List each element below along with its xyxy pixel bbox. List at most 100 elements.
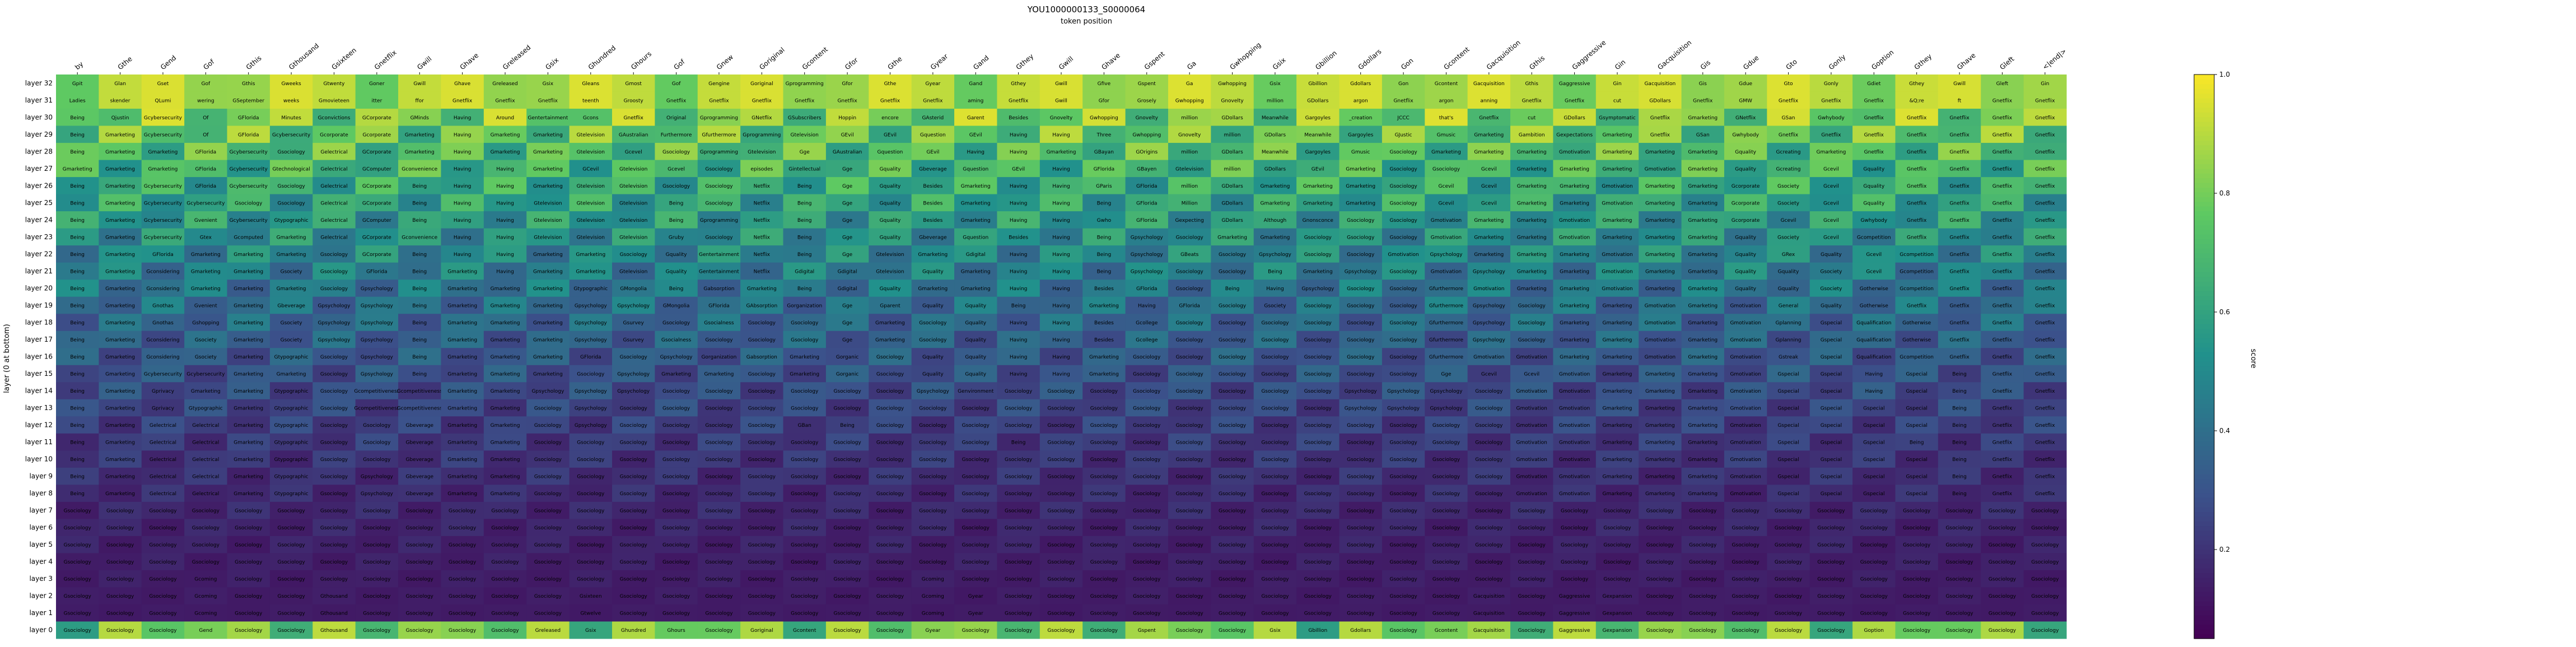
cell-label: Gsociology (1989, 525, 2017, 531)
cell-label: Gmarketing (1603, 406, 1632, 412)
cell-label: Gnetflix (1907, 218, 1927, 224)
cell-label: Having (1052, 320, 1070, 326)
colorbar-segment (2194, 168, 2214, 174)
cell-label: Gsociology (1219, 594, 1247, 599)
cell-label: Gnetflix (1693, 98, 1713, 104)
cell-label: Gthousand (320, 594, 348, 599)
heatmap-cell (227, 75, 270, 92)
y-tick-label: layer 21 (25, 267, 53, 275)
heatmap-cell (1981, 91, 2024, 109)
cell-label: itter (371, 98, 382, 104)
heatmap-cell (483, 194, 527, 212)
cell-label: Gsix (585, 628, 596, 634)
cell-label: cut (1613, 98, 1622, 104)
heatmap-cell (1168, 125, 1211, 143)
cell-label: ffor (416, 98, 424, 104)
cell-label: Having (1052, 184, 1070, 189)
cell-label: Gacquisition (1473, 81, 1505, 87)
cell-label: Ghundred (621, 628, 646, 634)
heatmap-cell (1639, 125, 1682, 143)
cell-label: Gmarketing (1047, 150, 1076, 155)
cell-label: Gsociology (1347, 457, 1375, 463)
cell-label: Gmarketing (1645, 491, 1675, 497)
cell-label: Being (412, 218, 427, 224)
cell-label: Gmotivation (1602, 286, 1632, 292)
heatmap-cell (1938, 228, 1981, 246)
cell-label: Gpsychology (1387, 406, 1420, 412)
heatmap-cell (1467, 160, 1511, 178)
cell-label: Gcevil (1481, 201, 1497, 206)
cell-label: Gtelevision (577, 150, 605, 155)
cell-label: Gtelevision (534, 235, 562, 240)
cell-label: Gsociology (1989, 543, 2017, 548)
cell-label: Being (1952, 457, 1967, 463)
cell-label: Gtypographic (573, 286, 608, 292)
cell-label: Gcorporate (1732, 184, 1760, 189)
cell-label: Gnetflix (1992, 166, 2013, 172)
heatmap-cell (911, 211, 955, 229)
cell-label: Gsociology (1005, 491, 1033, 497)
cell-label: Gsociology (1047, 406, 1075, 412)
heatmap-cell (441, 91, 484, 109)
cell-label: Gsociology (1389, 577, 1417, 583)
heatmap-cell (1938, 75, 1981, 92)
cell-label: Gsociology (1347, 423, 1375, 429)
cell-label: Gsociology (1389, 457, 1417, 463)
cell-label: Being (412, 286, 427, 292)
cell-label: Gsix (1270, 81, 1281, 87)
cell-label: Gsociology (235, 543, 263, 548)
cell-label: Gmarketing (1688, 252, 1718, 258)
cell-label: Being (70, 474, 85, 480)
heatmap-cell (56, 75, 99, 92)
cell-label: Gcoming (922, 577, 944, 583)
cell-label: GBan (798, 423, 811, 429)
cell-label: Gweeks (281, 81, 301, 87)
cell-label: GFlorida (708, 303, 730, 309)
cell-label: Gsociology (235, 594, 263, 599)
cell-label: Gsociology (534, 525, 562, 531)
heatmap-cell (869, 143, 912, 161)
cell-label: Gsociology (320, 457, 348, 463)
heatmap-cell (312, 160, 356, 178)
cell-label: Gnetflix (2035, 218, 2055, 224)
colorbar-segment (2194, 267, 2214, 273)
heatmap-cell (312, 211, 356, 229)
heatmap-cell (740, 125, 784, 143)
cell-label: Gsociology (1518, 525, 1546, 531)
cell-label: Gsociology (406, 577, 434, 583)
cell-label: Gmarketing (234, 474, 263, 480)
cell-label: Gmarketing (1688, 235, 1718, 240)
heatmap-cell (1809, 109, 1853, 127)
cell-label: Gnovelty (1050, 115, 1073, 121)
x-tick-label: Gthis (1528, 54, 1546, 72)
cell-label: Gmotivation (1559, 372, 1590, 378)
cell-label: Gcompetition (1900, 355, 1934, 360)
cell-label: Gmarketing (533, 150, 563, 155)
cell-label: Gsociology (1689, 525, 1717, 531)
x-tick-label: Gonly (1827, 53, 1847, 71)
heatmap-cell (1339, 177, 1383, 195)
heatmap-cell (954, 228, 997, 246)
heatmap-cell (697, 109, 741, 127)
cell-label: Gmarketing (961, 269, 991, 274)
x-tick-label: Gleft (1998, 55, 2015, 71)
cell-label: Gmotivation (1645, 355, 1676, 360)
heatmap-cell (1382, 160, 1425, 178)
cell-label: Gnovelty (1221, 98, 1244, 104)
cell-label: Gsociology (662, 560, 690, 565)
heatmap-cell (1852, 109, 1896, 127)
heatmap-cell (141, 194, 185, 212)
cell-label: Gmarketing (1560, 355, 1589, 360)
heatmap-cell (1082, 211, 1126, 229)
cell-label: Having (1052, 166, 1070, 172)
cell-label: Gsociology (1817, 594, 1845, 599)
cell-label: Gsociology (1432, 543, 1460, 548)
cell-label: Gmarketing (1688, 320, 1718, 326)
cell-label: Gquality (880, 166, 901, 172)
heatmap-cell (1467, 75, 1511, 92)
cell-label: Gmarketing (447, 406, 477, 412)
cell-label: Gsociology (577, 525, 605, 531)
cell-label: Gmotivation (1516, 491, 1547, 497)
cell-label: Gpsychology (575, 423, 608, 429)
cell-label: Gsociology (1047, 474, 1075, 480)
